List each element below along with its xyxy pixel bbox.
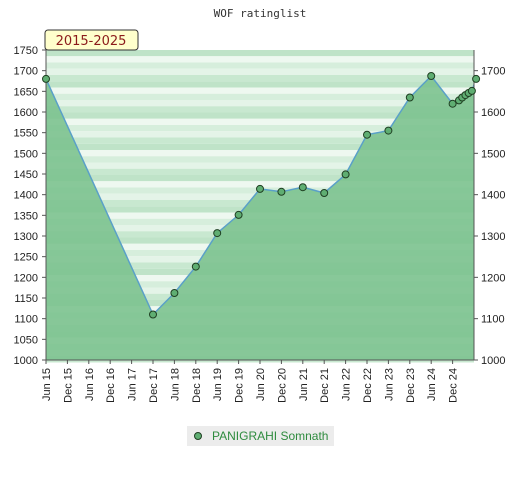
y-tick-label-left: 1350 [14,210,38,222]
data-point[interactable] [472,74,481,83]
y-tick-label-right: 1500 [481,148,505,160]
data-point[interactable] [427,72,436,80]
x-tick-label: Dec 17 [148,368,160,403]
y-tick-label-right: 1600 [481,107,505,119]
y-tick-label-left: 1600 [14,107,38,119]
y-tick-label-left: 1550 [14,128,38,140]
y-tick-label-right: 1200 [481,272,505,284]
x-tick-label: Jun 22 [341,368,353,401]
x-tick-label: Dec 21 [319,368,331,403]
x-tick-label: Dec 24 [448,368,460,403]
x-tick-label: Jun 18 [169,368,181,401]
y-tick-label-left: 1250 [14,252,38,264]
right-y-axis: 1000 1100 1200 1300 1400 1500 1600 1700 [473,50,505,367]
x-tick-label: Jun 16 [84,368,96,401]
x-tick-label: Dec 20 [276,368,288,403]
y-tick-label-left: 1650 [14,86,38,98]
data-point[interactable] [191,262,200,271]
y-tick-label-left: 1100 [14,314,38,326]
data-point[interactable] [298,183,307,192]
y-tick-label-left: 1050 [14,334,38,346]
y-tick-label-left: 1700 [14,66,38,78]
data-point[interactable] [341,170,350,179]
x-tick-label: Dec 22 [362,368,374,403]
y-tick-label-left: 1400 [14,190,38,202]
x-tick-label: Jun 21 [298,368,310,401]
x-tick-label: Jun 19 [212,368,224,401]
x-tick-label: Jun 23 [383,368,395,401]
series-area [46,76,474,360]
x-axis: Jun 15 Dec 15 Jun 16 Dec 16 Jun 17 Dec 17 Jun … [41,359,474,403]
y-tick-label-left: 1450 [14,169,38,181]
data-point[interactable] [384,126,393,135]
x-tick-label: Jun 20 [255,368,267,401]
data-point[interactable] [320,189,329,197]
x-tick-label: Dec 15 [62,368,74,403]
y-tick-label-right: 1700 [481,66,505,78]
x-tick-label: Jun 24 [426,368,438,401]
data-point[interactable] [234,210,243,219]
data-point[interactable] [149,310,157,319]
period-badge: 2015-2025 [44,29,139,51]
legend-marker-icon [194,432,202,440]
data-point[interactable] [363,130,371,139]
data-point[interactable] [277,187,286,196]
y-tick-label-left: 1500 [14,148,38,160]
data-point[interactable] [405,93,414,102]
y-tick-label-right: 1100 [481,314,505,326]
y-tick-label-left: 1750 [14,45,38,57]
y-tick-label-left: 1200 [14,272,38,284]
y-tick-label-right: 1000 [481,355,505,367]
y-tick-label-left: 1000 [14,355,38,367]
data-point[interactable] [213,229,222,238]
x-tick-label: Dec 16 [105,368,117,403]
x-tick-label: Dec 23 [405,368,417,403]
chart-title: WOF ratinglist [214,7,307,20]
y-tick-label-right: 1400 [481,190,505,202]
y-tick-label-left: 1300 [14,231,38,243]
left-y-axis: 1000 1050 1100 1150 1200 1250 1300 1350 1400 1450… [14,45,47,367]
data-point[interactable] [42,74,50,83]
x-tick-label: Jun 17 [127,368,139,401]
data-point[interactable] [170,289,179,297]
x-tick-label: Jun 15 [41,368,53,401]
data-point[interactable] [467,86,476,95]
data-point[interactable] [448,99,457,108]
data-point[interactable] [256,184,264,193]
period-badge-label: 2015-2025 [56,34,127,49]
y-tick-label-right: 1300 [481,231,505,243]
y-tick-label-left: 1150 [14,293,38,305]
legend[interactable]: PANIGRAHI Somnath [187,426,334,446]
legend-label: PANIGRAHI Somnath [212,429,328,443]
x-tick-label: Dec 18 [191,368,203,403]
x-tick-label: Dec 19 [234,368,246,403]
